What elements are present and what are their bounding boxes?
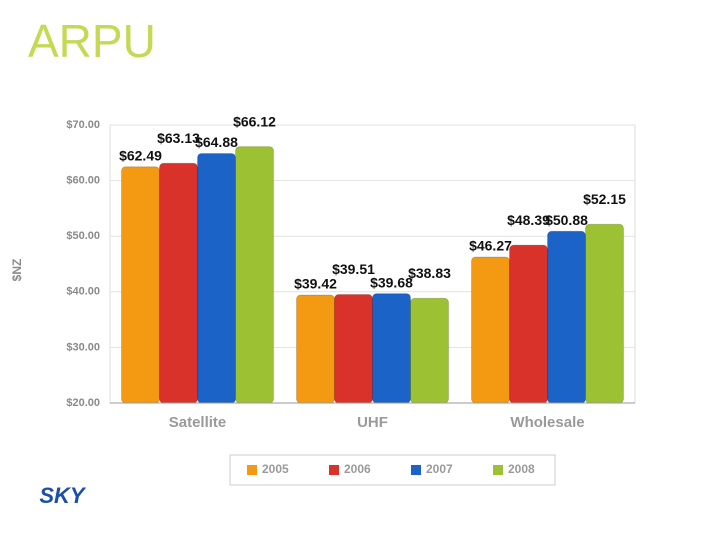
legend-label: 2005 — [262, 462, 289, 476]
value-label: $63.13 — [157, 130, 200, 146]
value-label: $39.51 — [332, 261, 375, 277]
value-label: $46.27 — [469, 238, 512, 254]
bar — [334, 294, 373, 404]
value-label: $39.42 — [294, 276, 337, 292]
bar — [547, 230, 586, 404]
value-label: $39.68 — [370, 274, 413, 290]
bar — [197, 152, 236, 404]
x-tick-label: UHF — [357, 414, 388, 431]
legend-label: 2008 — [508, 462, 535, 476]
bar — [410, 297, 449, 404]
bar — [296, 294, 335, 404]
bar — [471, 256, 510, 404]
value-label: $64.88 — [195, 134, 238, 150]
value-label: $62.49 — [119, 147, 162, 163]
chart-title: ARPU — [28, 15, 156, 67]
y-tick-label: $40.00 — [66, 286, 100, 298]
value-label: $38.83 — [408, 265, 451, 281]
bar — [509, 244, 548, 404]
bar — [372, 293, 411, 404]
legend-label: 2007 — [426, 462, 453, 476]
bar — [121, 166, 160, 404]
value-label: $52.15 — [583, 191, 626, 207]
bar — [159, 162, 198, 404]
value-label: $50.88 — [545, 212, 588, 228]
y-tick-label: $60.00 — [66, 175, 100, 187]
bar — [235, 146, 274, 404]
y-axis-label: $NZ — [10, 259, 24, 282]
y-tick-label: $50.00 — [66, 230, 100, 242]
legend-swatch — [493, 465, 503, 475]
y-tick-label: $70.00 — [66, 119, 100, 131]
legend-swatch — [411, 465, 421, 475]
value-label: $48.39 — [507, 212, 550, 228]
value-label: $66.12 — [233, 113, 276, 129]
logo: SKY — [39, 483, 87, 508]
x-tick-label: Satellite — [169, 414, 227, 431]
bar — [585, 223, 624, 404]
legend-swatch — [329, 465, 339, 475]
x-tick-label: Wholesale — [510, 414, 584, 431]
y-tick-label: $30.00 — [66, 341, 100, 353]
legend-label: 2006 — [344, 462, 371, 476]
y-tick-label: $20.00 — [66, 397, 100, 409]
legend-swatch — [247, 465, 257, 475]
